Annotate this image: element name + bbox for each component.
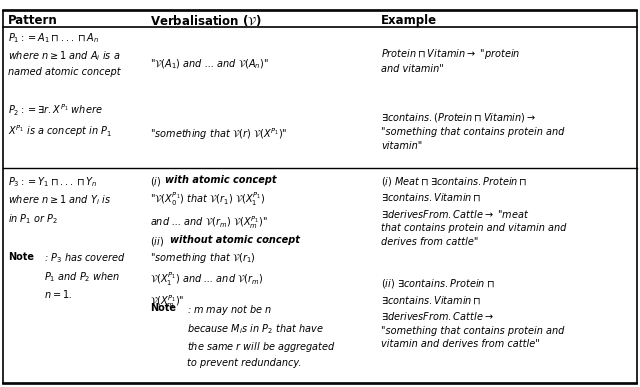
Text: Example: Example (381, 14, 437, 27)
Text: $(ii)$: $(ii)$ (150, 235, 165, 248)
Text: $(ii)$ $\exists contains.Protein\sqcap$
$\exists contains.Vitamin\sqcap$
$\exist: $(ii)$ $\exists contains.Protein\sqcap$ … (381, 277, 564, 349)
Text: $Protein\sqcap Vitamin\rightarrow$ "protein
and vitamin": $Protein\sqcap Vitamin\rightarrow$ "prot… (381, 46, 520, 74)
Text: Note: Note (8, 252, 34, 262)
Text: Verbalisation ($\mathcal{V}$): Verbalisation ($\mathcal{V}$) (150, 13, 262, 27)
Text: $(i)$: $(i)$ (150, 175, 163, 188)
Text: $P_3 := Y_1\sqcap ...\sqcap Y_n$
where $n\geq 1$ and $Y_i$ is
in $P_1$ or $P_2$: $P_3 := Y_1\sqcap ...\sqcap Y_n$ where $… (8, 175, 111, 226)
Text: : $m$ may not be $n$
because $M_i$s in $P_2$ that have
the same $r$ will be aggr: : $m$ may not be $n$ because $M_i$s in $… (187, 303, 336, 368)
Text: $\exists contains.(Protein\sqcap Vitamin)\rightarrow$
"something that contains p: $\exists contains.(Protein\sqcap Vitamin… (381, 111, 564, 151)
Text: without atomic concept: without atomic concept (170, 235, 300, 245)
Text: $(i)$ $Meat\sqcap\exists contains.Protein\sqcap$
$\exists contains.Vitamin\sqcap: $(i)$ $Meat\sqcap\exists contains.Protei… (381, 175, 566, 247)
Text: Pattern: Pattern (8, 14, 58, 27)
Text: $P_2 := \exists r.X^{P_1}$ where
$X^{P_1}$ is a concept in $P_1$: $P_2 := \exists r.X^{P_1}$ where $X^{P_1… (8, 103, 112, 139)
Text: : $P_3$ has covered
$P_1$ and $P_2$ when
$n = 1$.: : $P_3$ has covered $P_1$ and $P_2$ when… (44, 252, 126, 300)
Text: :: : (267, 235, 270, 245)
Text: "something that $\mathcal{V}(r_1)$
$\mathcal{V}(X_1^{P_1})$ and ... and $\mathca: "something that $\mathcal{V}(r_1)$ $\mat… (150, 251, 264, 310)
Text: Note: Note (150, 303, 177, 313)
Text: with atomic concept: with atomic concept (165, 175, 276, 185)
Text: "$\mathcal{V}(A_1)$ and ... and $\mathcal{V}(A_n)$": "$\mathcal{V}(A_1)$ and ... and $\mathca… (150, 57, 269, 71)
Text: "$\mathcal{V}(X_0^{P_1})$ that $\mathcal{V}(r_1)$ $\mathcal{V}(X_1^{P_1})$
and .: "$\mathcal{V}(X_0^{P_1})$ that $\mathcal… (150, 191, 268, 231)
Text: :: : (252, 175, 255, 185)
Text: $P_1 := A_1 \sqcap ...\sqcap A_n$
where $n\geq 1$ and $A_i$ is a
named atomic co: $P_1 := A_1 \sqcap ...\sqcap A_n$ where … (8, 31, 120, 77)
Text: "something that $\mathcal{V}(r)$ $\mathcal{V}(X^{P_1})$": "something that $\mathcal{V}(r)$ $\mathc… (150, 127, 288, 142)
